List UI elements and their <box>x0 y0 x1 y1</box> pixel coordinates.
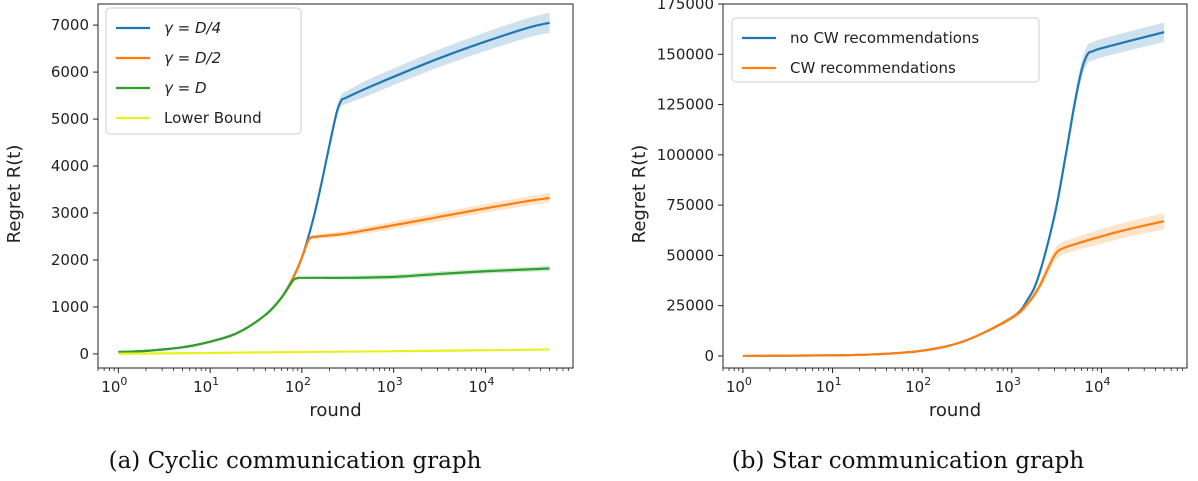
legend-label-1: γ = D/2 <box>164 49 221 67</box>
series-line-3 <box>118 348 550 355</box>
x-tick-label: 100 <box>101 375 127 396</box>
y-tick-label: 125000 <box>657 96 714 114</box>
y-axis-label: Regret R(t) <box>4 145 25 244</box>
legend: γ = D/4 γ = D/2 γ = D Lower Bound <box>105 7 302 135</box>
x-tick-label: 102 <box>905 375 931 396</box>
y-tick-label: 2000 <box>51 251 89 269</box>
legend-label-3: Lower Bound <box>164 109 262 127</box>
caption-star: (b) Star communication graph <box>732 448 1085 474</box>
legend: no CW recommendations CW recommendations <box>731 17 1040 83</box>
x-tick-label: 103 <box>995 375 1021 396</box>
plot-area <box>742 22 1165 358</box>
legend-box <box>105 7 302 135</box>
y-tick-label: 0 <box>79 345 89 363</box>
x-tick-label: 103 <box>377 375 403 396</box>
y-tick-label: 1000 <box>51 298 89 316</box>
series-line-1 <box>742 220 1165 358</box>
y-tick-label: 150000 <box>657 45 714 63</box>
y-tick-label: 3000 <box>51 204 89 222</box>
x-axis-label: round <box>309 400 361 421</box>
x-axis-label: round <box>929 400 981 421</box>
x-tick-label: 100 <box>726 375 752 396</box>
y-tick-label: 50000 <box>666 246 714 264</box>
y-tick-label: 175000 <box>657 0 714 13</box>
y-tick-label: 6000 <box>51 63 89 81</box>
legend-label-1: CW recommendations <box>790 59 956 77</box>
y-axis-label: Regret R(t) <box>629 145 650 244</box>
x-tick-label: 102 <box>285 375 311 396</box>
series-line-1 <box>118 196 550 354</box>
x-tick-label: 101 <box>193 375 219 396</box>
y-tick-label: 4000 <box>51 157 89 175</box>
y-tick-label: 25000 <box>666 297 714 315</box>
legend-label-2: γ = D <box>164 79 207 97</box>
y-tick-label: 7000 <box>51 16 89 34</box>
plot-frame <box>97 3 574 369</box>
y-tick-label: 0 <box>704 347 714 365</box>
y-tick-label: 5000 <box>51 110 89 128</box>
series-line-2 <box>118 267 550 354</box>
confidence-band-1 <box>742 213 1165 356</box>
y-tick-label: 100000 <box>657 146 714 164</box>
legend-label-0: no CW recommendations <box>790 29 979 47</box>
plot-area <box>118 12 550 355</box>
y-tick-label: 75000 <box>666 196 714 214</box>
caption-cyclic: (a) Cyclic communication graph <box>109 448 482 474</box>
chart-panel-cyclic: 0 1000 2000 3000 4000 5000 6000 7000 100 101 102 10… <box>4 3 574 421</box>
legend-label-0: γ = D/4 <box>164 19 221 37</box>
chart-panel-star: 0 25000 50000 75000 100000 125000 150000 175000… <box>629 0 1188 421</box>
x-tick-label: 104 <box>468 375 494 396</box>
plot-frame <box>722 3 1188 369</box>
x-tick-label: 104 <box>1084 375 1110 396</box>
x-tick-label: 101 <box>815 375 841 396</box>
legend-box <box>731 17 1040 83</box>
